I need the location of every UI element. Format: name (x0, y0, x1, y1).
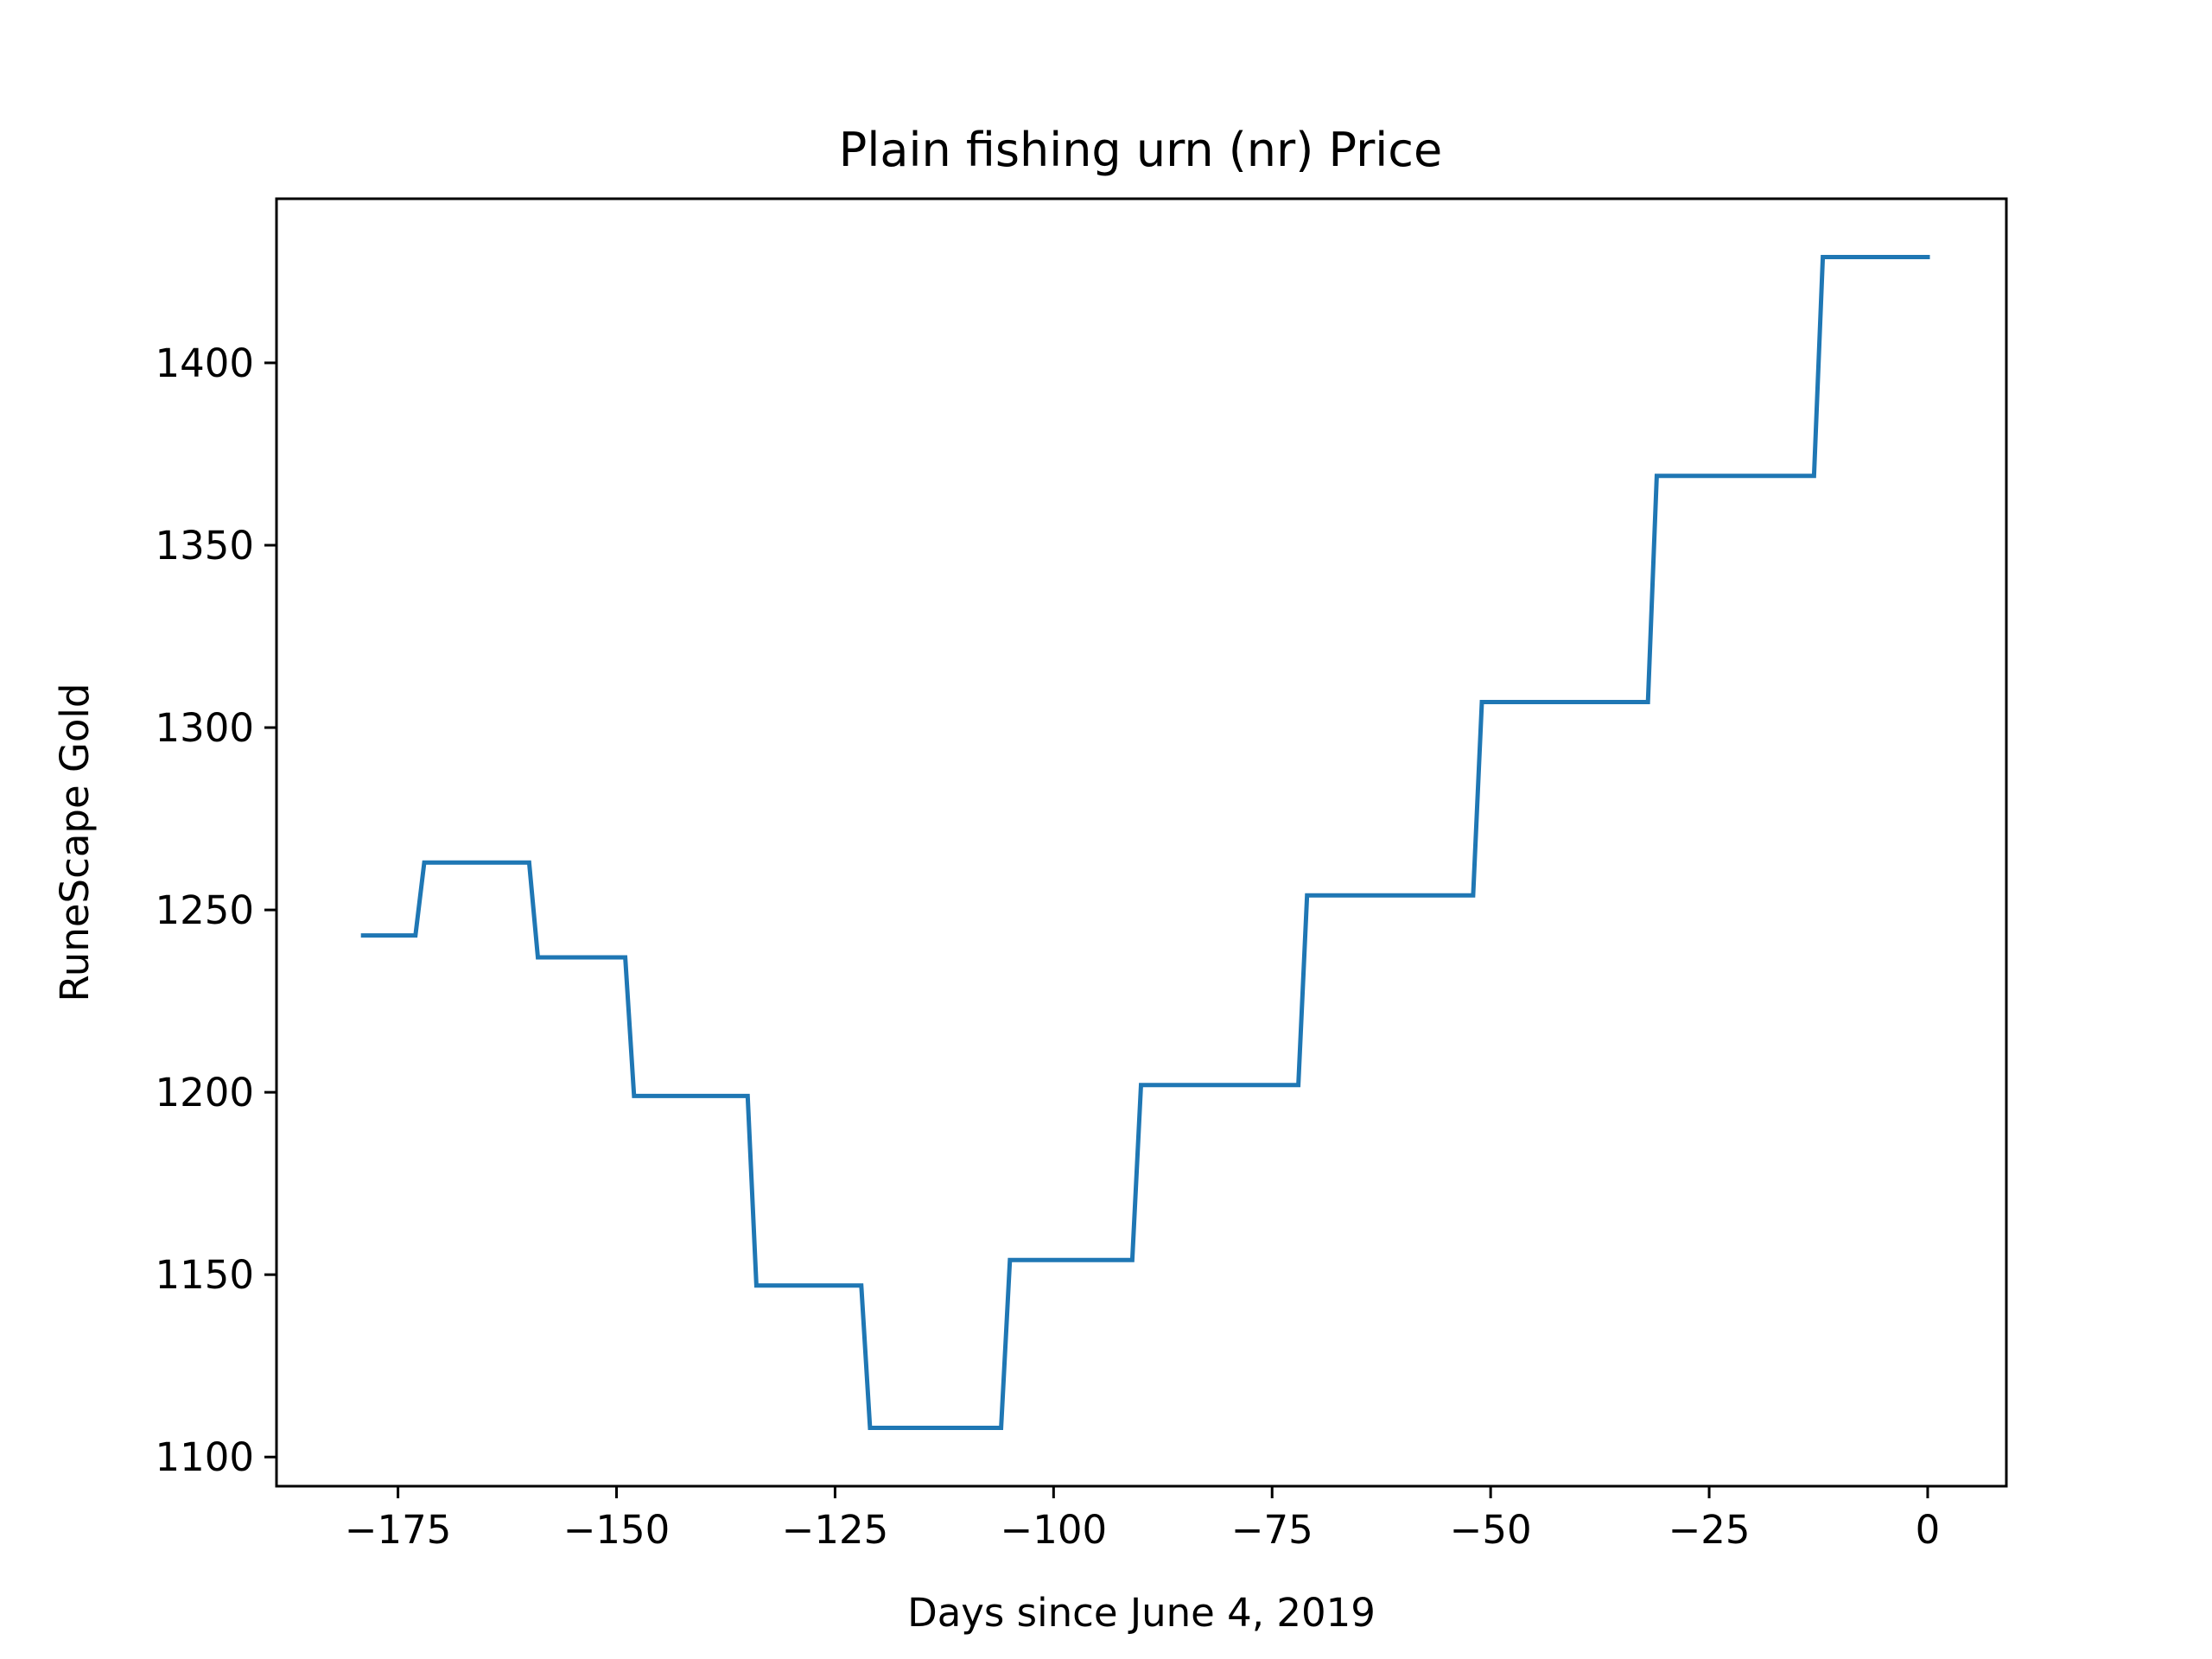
y-tick-label: 1300 (155, 705, 254, 751)
x-tick-label: −175 (345, 1507, 452, 1553)
y-tick-label: 1400 (155, 340, 254, 386)
y-tick-label: 1250 (155, 887, 254, 933)
x-tick-label: −25 (1669, 1507, 1751, 1553)
x-tick-label: −75 (1231, 1507, 1313, 1553)
x-axis: −175 −150 −125 −100 −75 −50 −25 0 (345, 1486, 1940, 1553)
y-tick-label: 1100 (155, 1434, 254, 1480)
x-tick-label: 0 (1916, 1507, 1941, 1553)
y-axis-label: RuneScape Gold (52, 683, 98, 1002)
y-tick-label: 1200 (155, 1070, 254, 1116)
y-tick-label: 1150 (155, 1252, 254, 1298)
axes-frame (275, 197, 2008, 1488)
series-line (360, 255, 1930, 1430)
x-tick-label: −125 (782, 1507, 889, 1553)
y-tick-label: 1350 (155, 523, 254, 569)
chart-title: Plain fishing urn (nr) Price (839, 123, 1442, 177)
x-axis-label: Days since June 4, 2019 (907, 1590, 1376, 1636)
y-axis: 1100 1150 1200 1250 1300 1350 1400 (155, 340, 276, 1480)
x-tick-label: −150 (563, 1507, 671, 1553)
x-tick-label: −100 (1001, 1507, 1108, 1553)
x-tick-label: −50 (1450, 1507, 1532, 1553)
plot-area (360, 255, 1930, 1430)
